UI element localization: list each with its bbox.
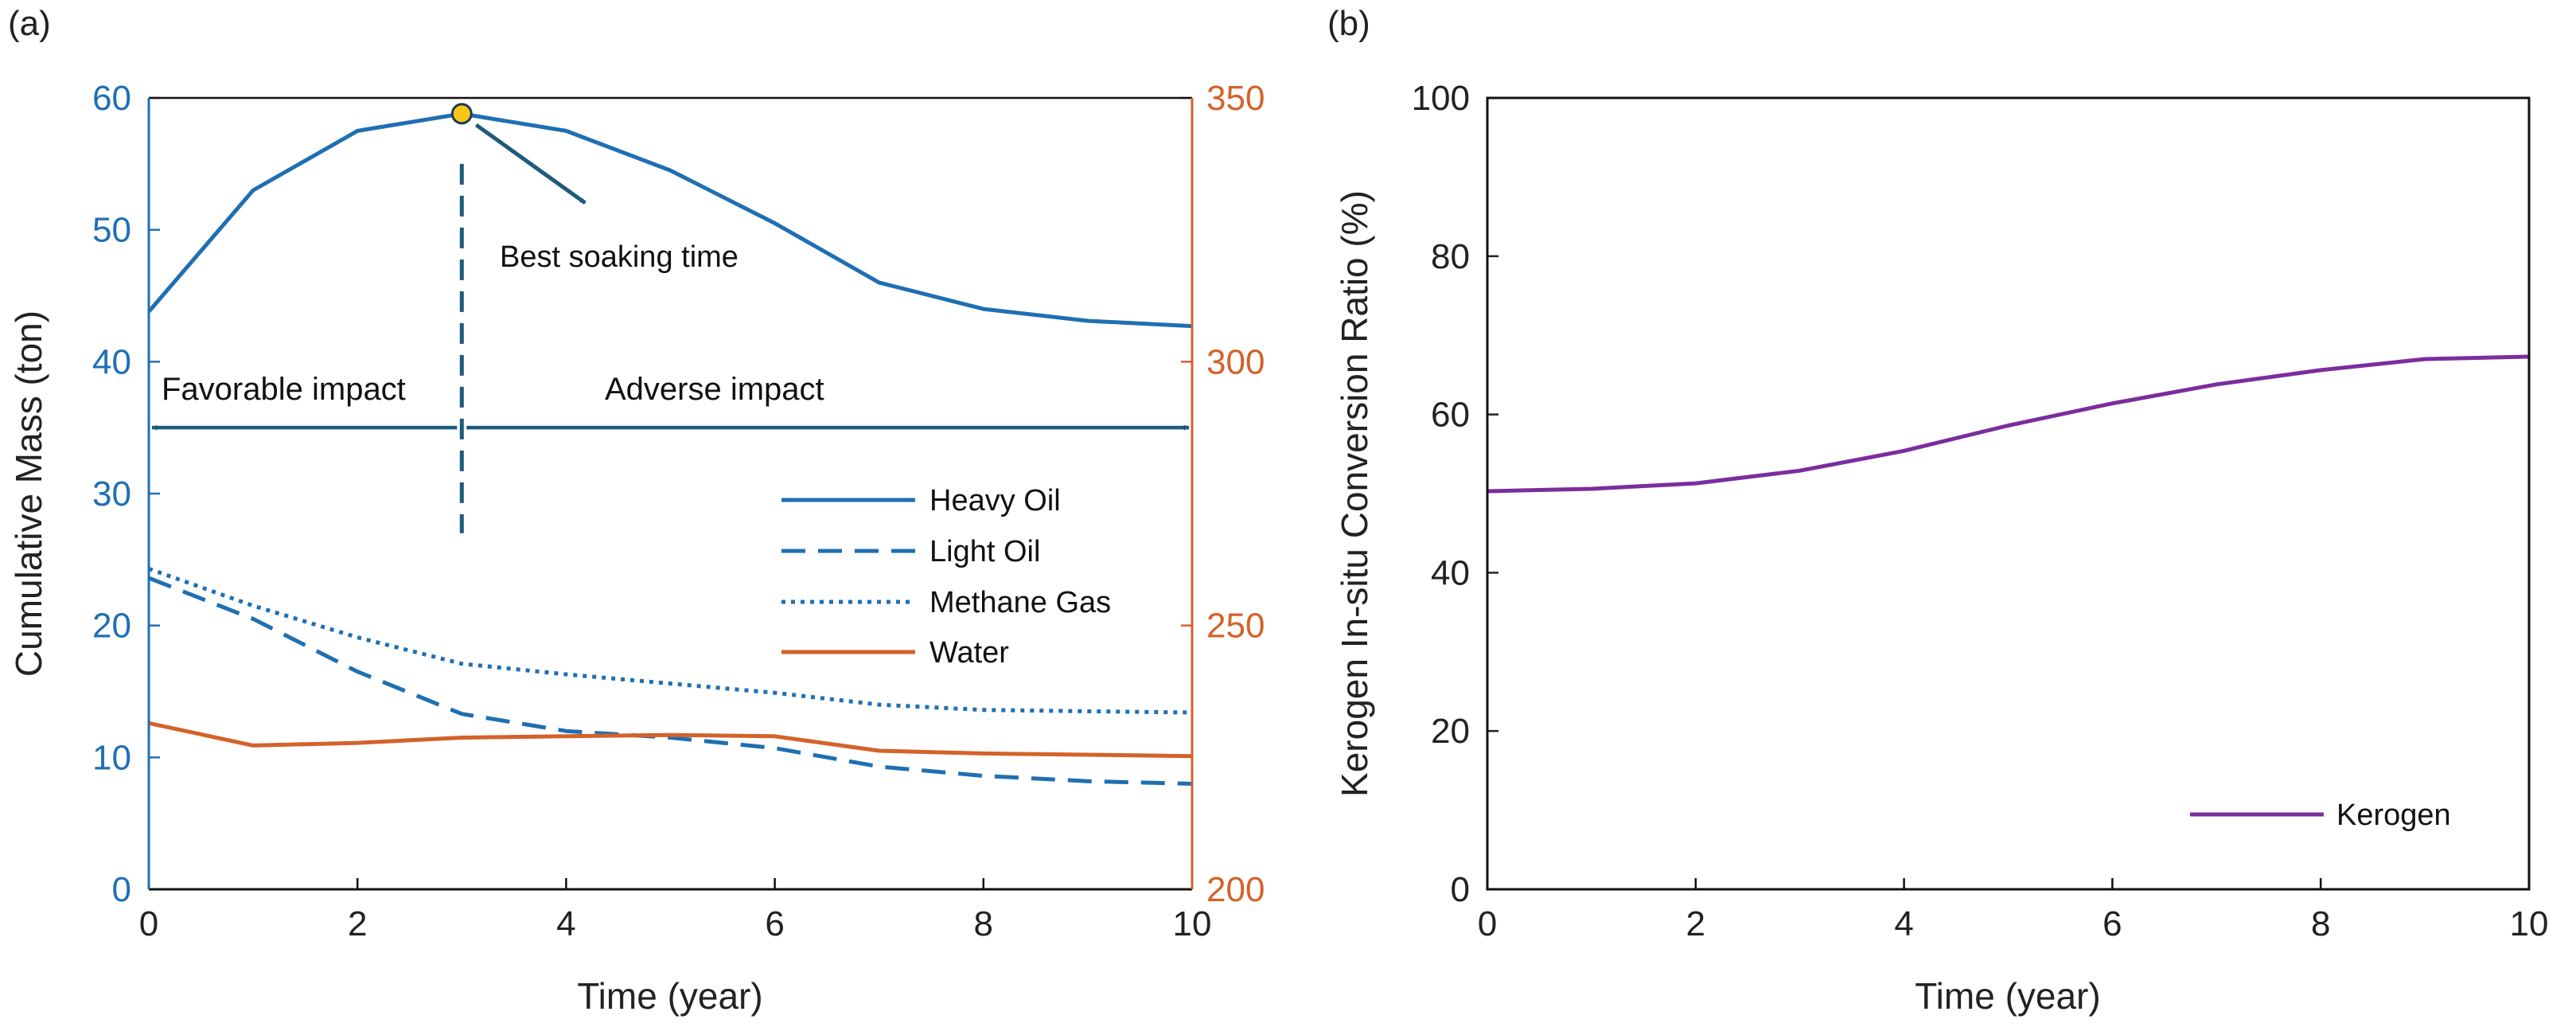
panel-b-x-tick-label: 0 <box>1478 904 1497 943</box>
panel-a-x-tick-label: 4 <box>556 904 575 943</box>
series-line-kerogen <box>1487 354 2530 494</box>
panel-a-label: (a) <box>8 4 51 43</box>
panel-b-x-tick-label: 6 <box>2102 904 2122 943</box>
panel-a-y-tick-label: 60 <box>92 79 131 118</box>
panel-b-y-tick-label: 80 <box>1431 237 1470 276</box>
favorable-impact-label: Favorable impact <box>162 372 406 407</box>
panel-b-label: (b) <box>1327 4 1370 43</box>
panel-b-y-axis-label: Kerogen In-situ Conversion Ratio (%) <box>1334 190 1375 797</box>
series-line-light-oil <box>148 576 1193 786</box>
panel-b: (b) 0 2 4 6 8 10 0 20 40 60 80 100 Kerogen Time (y… <box>1327 4 2548 1017</box>
legend-kerogen-label: Kerogen <box>2336 799 2451 832</box>
adverse-impact-label: Adverse impact <box>605 372 824 407</box>
panel-b-x-tick-label: 8 <box>2311 904 2330 943</box>
best-soaking-point <box>450 103 473 125</box>
series-line-heavy-oil <box>147 111 1193 329</box>
panel-a-right-y-tick-label: 250 <box>1206 607 1265 646</box>
panel-a-y-tick-label: 40 <box>92 342 131 381</box>
best-soaking-label: Best soaking time <box>500 240 739 274</box>
panel-a-y-tick-label: 0 <box>112 870 131 909</box>
panel-b-y-tick-label: 60 <box>1431 396 1470 435</box>
panel-b-x-axis-label: Time (year) <box>1915 975 2100 1017</box>
panel-b-series <box>1487 354 2530 494</box>
panel-a-legend: Heavy Oil Light Oil Methane Gas Water <box>781 484 1111 670</box>
panel-b-legend: Kerogen <box>2190 799 2451 832</box>
panel-b-y-tick-label: 100 <box>1412 79 1470 118</box>
panel-a-x-tick-label: 10 <box>1173 904 1212 943</box>
panel-a-right-y-tick-label: 350 <box>1206 79 1265 118</box>
panel-a-y-tick-label: 50 <box>92 211 131 250</box>
panel-a-x-tick-label: 0 <box>139 904 158 943</box>
panel-a-y-tick-label: 30 <box>92 474 131 514</box>
panel-a-y-axis-label: Cumulative Mass (ton) <box>8 310 49 677</box>
legend-water-label: Water <box>929 636 1009 670</box>
series-line-methane-gas <box>148 567 1193 715</box>
panel-b-y-tick-label: 20 <box>1431 712 1470 751</box>
panel-a-y-ticks-right: 200 250 300 350 <box>1181 79 1265 909</box>
panel-a-y-tick-label: 10 <box>92 738 131 777</box>
panel-a: (a) 0 2 4 6 8 10 0 10 20 30 40 50 60 200 250 300 350 B… <box>8 4 1265 1017</box>
panel-b-axes-frame <box>1486 96 2531 891</box>
panel-b-x-tick-label: 4 <box>1894 904 1913 943</box>
panel-b-y-tick-label: 40 <box>1431 553 1470 592</box>
best-time-pointer-arrow <box>474 123 587 205</box>
panel-b-y-tick-label: 0 <box>1451 870 1470 909</box>
series-line-water <box>148 721 1193 759</box>
panel-a-y-tick-label: 20 <box>92 607 131 646</box>
panel-b-x-ticks: 0 2 4 6 8 10 <box>1478 878 2549 943</box>
legend-light-oil-label: Light Oil <box>929 535 1040 568</box>
legend-heavy-oil-label: Heavy Oil <box>929 484 1061 517</box>
panel-a-right-y-tick-label: 300 <box>1206 342 1265 381</box>
legend-methane-gas-label: Methane Gas <box>929 586 1111 619</box>
panel-a-y-ticks-left: 0 10 20 30 40 50 60 <box>92 79 160 909</box>
panel-a-x-ticks: 0 2 4 6 8 10 <box>139 878 1212 943</box>
panel-a-x-tick-label: 8 <box>974 904 993 943</box>
panel-a-right-y-tick-label: 200 <box>1206 870 1265 909</box>
panel-a-x-tick-label: 6 <box>765 904 784 943</box>
panel-b-x-tick-label: 2 <box>1686 904 1705 943</box>
panel-a-x-tick-label: 2 <box>348 904 367 943</box>
panel-a-series <box>147 111 1193 786</box>
panel-b-x-tick-label: 10 <box>2510 904 2549 943</box>
panel-a-x-axis-label: Time (year) <box>577 975 762 1017</box>
panel-b-y-ticks: 0 20 40 60 80 100 <box>1412 79 1498 909</box>
